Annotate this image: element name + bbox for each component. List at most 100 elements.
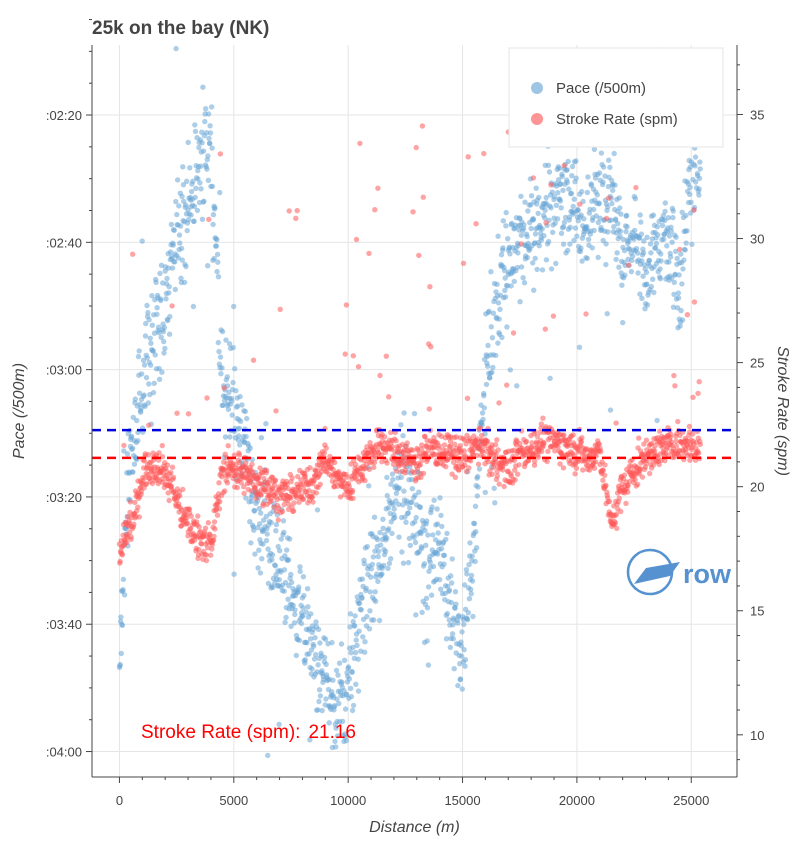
pace-point xyxy=(227,434,233,440)
stroke-rate-point xyxy=(416,252,422,259)
pace-point xyxy=(301,592,307,599)
stroke-rate-point xyxy=(450,459,457,466)
pace-point xyxy=(292,611,298,618)
pace-point xyxy=(338,641,345,647)
stroke-rate-point xyxy=(477,425,484,431)
left-tick-label: :03:20 xyxy=(46,490,82,505)
pace-point xyxy=(475,484,481,490)
pace-point xyxy=(197,180,203,186)
stroke-rate-point xyxy=(518,241,524,247)
pace-point xyxy=(673,248,679,255)
pace-point xyxy=(682,247,688,253)
pace-point xyxy=(273,528,279,534)
pace-point xyxy=(183,202,189,208)
pace-point xyxy=(375,548,382,554)
pace-point xyxy=(616,264,622,270)
pace-point xyxy=(135,353,142,360)
pace-point xyxy=(188,212,194,218)
stroke-rate-point xyxy=(383,353,389,359)
pace-point xyxy=(603,241,609,247)
stroke-rate-point xyxy=(493,451,499,457)
pace-point xyxy=(385,505,392,511)
stroke-rate-point xyxy=(696,379,702,385)
pace-point xyxy=(369,561,376,568)
pace-point xyxy=(687,184,693,190)
pace-point xyxy=(319,707,325,714)
stroke-rate-point xyxy=(272,477,279,483)
pace-point xyxy=(600,164,607,170)
pace-point xyxy=(474,493,480,499)
pace-point xyxy=(291,620,298,626)
stroke-rate-point xyxy=(234,484,240,491)
pace-point xyxy=(314,507,321,513)
pace-point xyxy=(624,224,630,230)
pace-point xyxy=(312,635,318,641)
pace-point xyxy=(494,281,500,287)
pace-point xyxy=(434,506,440,512)
pace-point xyxy=(693,179,699,185)
pace-point xyxy=(550,229,556,235)
pace-point xyxy=(670,214,676,221)
pace-point xyxy=(311,656,318,662)
pace-point xyxy=(247,445,253,451)
pace-point xyxy=(450,622,456,628)
pace-point xyxy=(356,600,363,606)
pace-point xyxy=(459,629,465,635)
pace-point xyxy=(282,619,288,626)
stroke-rate-point xyxy=(342,351,348,357)
pace-point xyxy=(376,617,383,624)
pace-point xyxy=(489,335,496,341)
x-axis-ticks: 0 5000 10000 15000 20000 25000 xyxy=(116,777,709,808)
stroke-rate-point xyxy=(275,517,281,523)
pace-point xyxy=(183,263,189,270)
stroke-rate-point xyxy=(671,372,677,379)
pace-point xyxy=(355,688,362,694)
pace-point xyxy=(569,173,575,179)
pace-point xyxy=(565,158,571,165)
stroke-rate-point xyxy=(313,490,319,496)
pace-point xyxy=(555,177,562,183)
pace-point xyxy=(290,602,296,609)
pace-point xyxy=(173,45,179,52)
pace-point xyxy=(317,693,324,699)
pace-point xyxy=(185,139,191,146)
pace-point xyxy=(315,662,321,668)
stroke-rate-point xyxy=(196,524,202,530)
stroke-rate-point xyxy=(413,144,419,151)
pace-point xyxy=(587,206,593,213)
stroke-rate-point xyxy=(570,432,576,438)
pace-point xyxy=(353,637,359,643)
pace-point xyxy=(144,302,150,309)
pace-point xyxy=(260,541,266,547)
stroke-rate-point xyxy=(375,185,381,191)
stroke-rate-point xyxy=(238,480,244,486)
pace-point xyxy=(412,539,419,546)
pace-point xyxy=(589,245,595,251)
stroke-rate-point xyxy=(169,303,175,309)
pace-point xyxy=(173,198,179,205)
pace-point xyxy=(313,619,319,625)
pace-point xyxy=(171,227,177,233)
stroke-rate-point xyxy=(523,438,530,445)
pace-point xyxy=(297,568,303,575)
pace-point xyxy=(671,291,677,297)
pace-point xyxy=(425,584,432,590)
stroke-rate-point xyxy=(372,207,378,213)
pace-point xyxy=(393,490,400,496)
pace-point xyxy=(632,196,639,202)
stroke-rate-point xyxy=(121,442,127,449)
pace-point xyxy=(139,371,145,377)
pace-point xyxy=(268,519,274,526)
stroke-rate-point xyxy=(447,438,454,444)
stroke-rate-point xyxy=(250,357,257,363)
pace-point xyxy=(585,174,591,180)
pace-point xyxy=(619,282,625,288)
stroke-rate-point xyxy=(490,464,497,471)
stroke-rate-point xyxy=(382,434,388,440)
pace-point xyxy=(518,232,525,238)
pace-point xyxy=(217,354,224,360)
pace-point xyxy=(679,281,685,287)
pace-point xyxy=(296,637,303,644)
pace-point xyxy=(154,311,160,317)
pace-point xyxy=(302,657,308,663)
